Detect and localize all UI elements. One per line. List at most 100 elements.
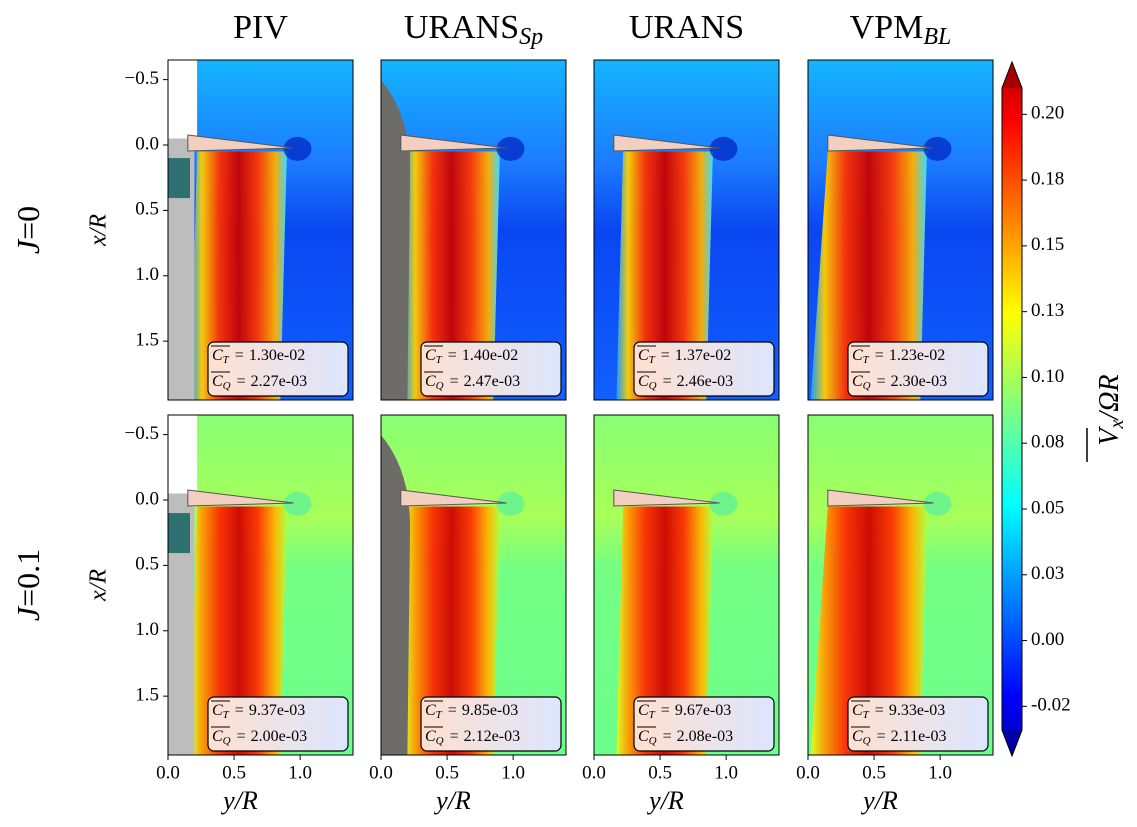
coefficient-value: 9.67e-03: [675, 702, 731, 719]
coefficient-relation: =: [663, 373, 672, 390]
tip-vortex: [923, 136, 952, 161]
coefficient-symbol: C: [425, 373, 436, 390]
coefficient-sub: Q: [436, 380, 444, 392]
y-tick-label: 1.5: [135, 685, 159, 706]
motor: [168, 513, 190, 554]
tip-vortex: [496, 136, 525, 161]
y-tick-label: 1.5: [135, 330, 159, 351]
coefficient-sub: T: [223, 709, 230, 721]
y-tick-label: 0.5: [135, 199, 159, 220]
coefficient-value: 9.33e-03: [889, 702, 945, 719]
tip-vortex: [709, 491, 738, 516]
column-title-name: URANS: [404, 9, 519, 46]
coefficient-relation: =: [448, 702, 457, 719]
annotation-box: [207, 696, 349, 752]
coefficient-relation: =: [877, 728, 886, 745]
motor: [168, 158, 190, 199]
coefficient-text: CT = 9.85e-03: [425, 702, 518, 721]
blade: [827, 489, 934, 507]
x-axis-label: y/R: [433, 786, 471, 815]
tip-vortex: [496, 491, 525, 516]
hub-cap: [168, 415, 198, 494]
coefficient-text: CQ = 2.08e-03: [638, 728, 733, 747]
blade: [613, 489, 720, 507]
row-label: J=0.1: [10, 549, 46, 621]
annotation-box: [633, 696, 775, 752]
column-title: PIV: [233, 9, 288, 46]
row-label-name: J: [10, 238, 46, 254]
y-tick-label: 0.0: [135, 133, 159, 154]
colorbar-tick-label: 0.05: [1031, 497, 1064, 518]
coefficient-relation: =: [663, 728, 672, 745]
blade: [613, 134, 720, 152]
coefficient-sub: Q: [223, 735, 231, 747]
x-tick-label: 1.0: [501, 762, 525, 783]
colorbar-tick-label: 0.18: [1031, 168, 1064, 189]
coefficient-value: 9.85e-03: [462, 702, 518, 719]
coefficient-symbol: C: [212, 373, 223, 390]
coefficient-symbol: C: [212, 347, 223, 364]
coefficient-symbol: C: [852, 347, 863, 364]
coefficient-symbol: C: [425, 728, 436, 745]
coefficient-relation: =: [450, 373, 459, 390]
coefficient-symbol: C: [638, 702, 649, 719]
coefficient-text: CQ = 2.12e-03: [425, 728, 520, 747]
coefficient-text: CQ = 2.11e-03: [852, 728, 947, 747]
x-tick-label: 1.0: [288, 762, 312, 783]
coefficient-sub: T: [223, 354, 230, 366]
x-tick-label: 0.5: [862, 762, 886, 783]
coefficient-sub: T: [863, 354, 870, 366]
row-label-value: 0: [10, 206, 46, 222]
tip-vortex: [709, 136, 738, 161]
spinner: [381, 80, 411, 400]
colorbar-frame: [1001, 60, 1023, 758]
colorbar-extend-top: [1002, 62, 1022, 88]
row-label-relation: =: [10, 589, 46, 607]
coefficient-relation: =: [450, 728, 459, 745]
colorbar-label-sub: x: [1106, 419, 1128, 429]
coefficient-value: 1.30e-02: [249, 347, 305, 364]
coefficient-text: CT = 1.30e-02: [212, 347, 305, 366]
coefficient-sub: T: [436, 354, 443, 366]
coefficient-sub: Q: [223, 380, 231, 392]
coefficient-text: CQ = 2.46e-03: [638, 373, 733, 392]
coefficient-symbol: C: [852, 373, 863, 390]
coefficient-value: 2.47e-03: [464, 373, 520, 390]
tip-vortex: [283, 136, 312, 161]
panel-frame: [807, 59, 994, 401]
coefficient-text: CT = 9.67e-03: [638, 702, 731, 721]
x-tick-label: 0.0: [369, 762, 393, 783]
coefficient-text: CQ = 2.30e-03: [852, 373, 947, 392]
tip-vortex: [283, 491, 312, 516]
coefficient-sub: Q: [863, 380, 871, 392]
coefficient-text: CQ = 2.00e-03: [212, 728, 307, 747]
coefficient-sub: T: [649, 709, 656, 721]
coefficient-relation: =: [661, 347, 670, 364]
coefficient-sub: Q: [436, 735, 444, 747]
coefficient-text: CT = 9.37e-03: [212, 702, 305, 721]
colorbar: [1002, 88, 1022, 730]
annotation-box: [847, 696, 989, 752]
coefficient-sub: Q: [649, 380, 657, 392]
y-tick-label: 1.0: [135, 264, 159, 285]
coefficient-symbol: C: [425, 702, 436, 719]
column-title-name: VPM: [850, 9, 924, 46]
column-title-sub: BL: [923, 24, 951, 50]
spinner: [381, 435, 411, 755]
x-tick-label: 1.0: [928, 762, 952, 783]
coefficient-value: 2.46e-03: [677, 373, 733, 390]
tip-vortex: [923, 491, 952, 516]
wake-region: [810, 151, 927, 400]
coefficient-value: 9.37e-03: [249, 702, 305, 719]
column-title-name: URANS: [629, 9, 744, 46]
blade: [187, 489, 294, 507]
wake-region: [190, 506, 287, 755]
coefficient-relation: =: [875, 702, 884, 719]
y-axis-label: x/R: [86, 569, 112, 602]
coefficient-relation: =: [448, 347, 457, 364]
column-title-sub: Sp: [519, 24, 543, 50]
coefficient-value: 2.00e-03: [251, 728, 307, 745]
panel-frame: [593, 59, 780, 401]
row-label-value: 0.1: [10, 549, 46, 589]
blade: [827, 134, 934, 152]
